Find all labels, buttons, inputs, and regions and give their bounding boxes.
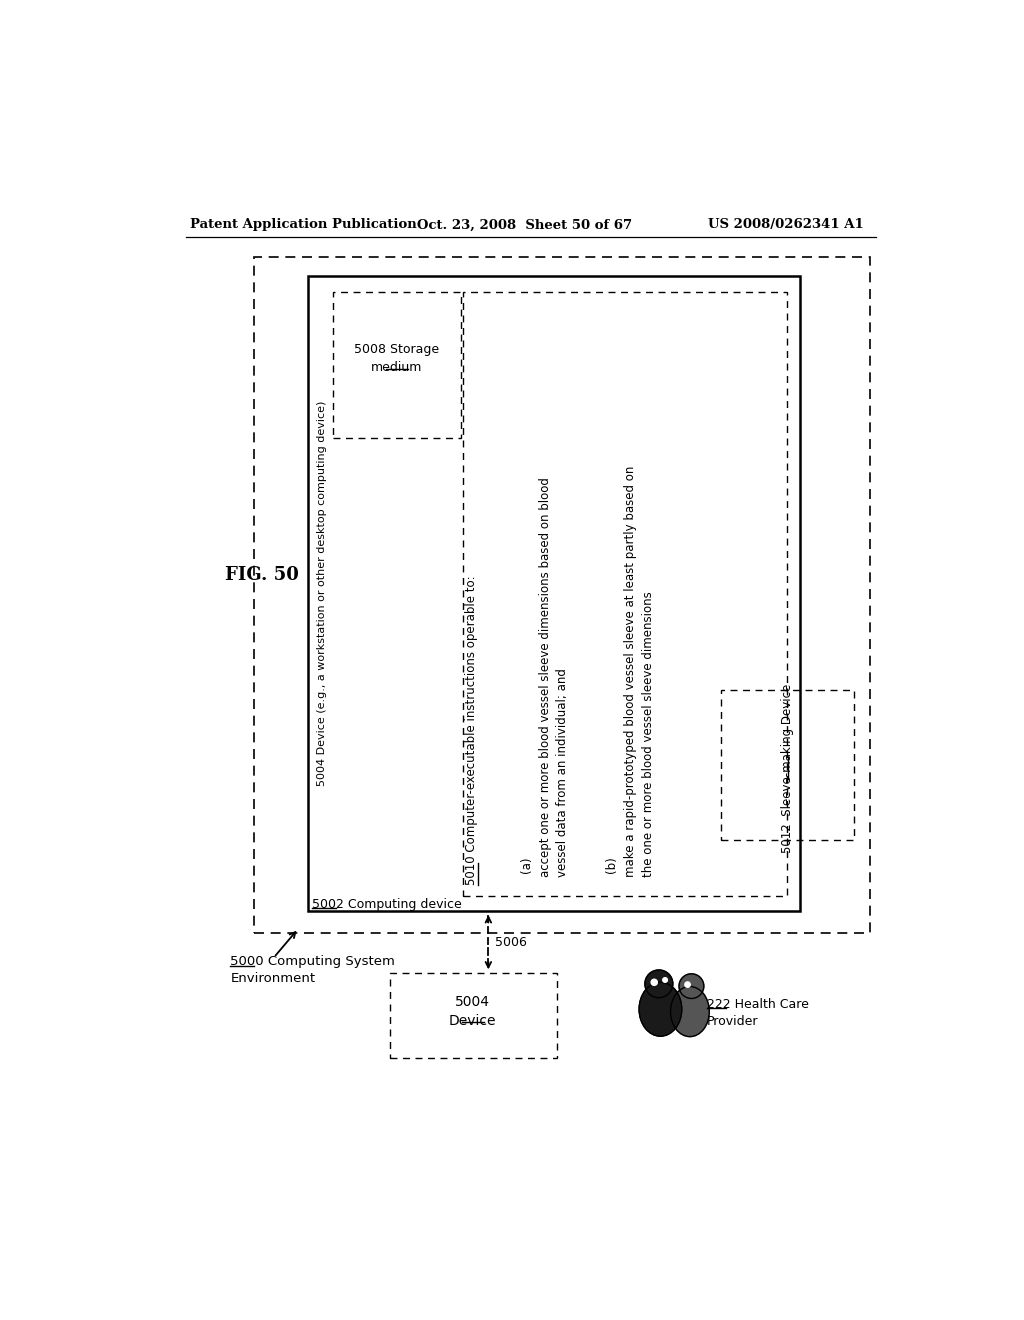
Bar: [463, 292, 786, 896]
Text: 5002 Computing device: 5002 Computing device: [311, 898, 462, 911]
Bar: [721, 689, 854, 840]
Text: FIG. 50: FIG. 50: [225, 566, 299, 585]
Bar: [308, 276, 800, 911]
Text: 5008 Storage
medium: 5008 Storage medium: [354, 343, 439, 374]
Circle shape: [645, 970, 673, 998]
Text: 5004
Device: 5004 Device: [450, 995, 497, 1028]
Bar: [334, 292, 461, 438]
Circle shape: [685, 982, 690, 987]
Text: Oct. 23, 2008  Sheet 50 of 67: Oct. 23, 2008 Sheet 50 of 67: [417, 218, 633, 231]
Circle shape: [651, 979, 657, 985]
Circle shape: [663, 978, 668, 982]
Text: 5012  Sleeve-making Device: 5012 Sleeve-making Device: [781, 684, 794, 853]
Ellipse shape: [671, 986, 710, 1036]
Text: make a rapid-prototyped blood vessel sleeve at least partly based on: make a rapid-prototyped blood vessel sle…: [625, 466, 637, 876]
Text: 5006: 5006: [495, 936, 526, 949]
Text: vessel data from an individual; and: vessel data from an individual; and: [556, 668, 569, 876]
Text: Patent Application Publication: Patent Application Publication: [190, 218, 417, 231]
Bar: [254, 257, 869, 933]
Text: (b): (b): [605, 857, 617, 873]
Text: 5010 Computer-executable instructions operable to:: 5010 Computer-executable instructions op…: [465, 576, 478, 884]
Text: the one or more blood vessel sleeve dimensions: the one or more blood vessel sleeve dime…: [642, 591, 655, 876]
Text: 222 Health Care
Provider: 222 Health Care Provider: [707, 998, 809, 1028]
Text: 5004 Device (e.g., a workstation or other desktop computing device): 5004 Device (e.g., a workstation or othe…: [316, 401, 327, 787]
Ellipse shape: [639, 982, 682, 1036]
Text: (a): (a): [519, 857, 532, 873]
Text: 5000 Computing System
Environment: 5000 Computing System Environment: [230, 956, 395, 985]
Text: US 2008/0262341 A1: US 2008/0262341 A1: [709, 218, 864, 231]
Bar: [390, 973, 557, 1057]
Circle shape: [679, 974, 703, 998]
Text: accept one or more blood vessel sleeve dimensions based on blood: accept one or more blood vessel sleeve d…: [539, 477, 552, 876]
